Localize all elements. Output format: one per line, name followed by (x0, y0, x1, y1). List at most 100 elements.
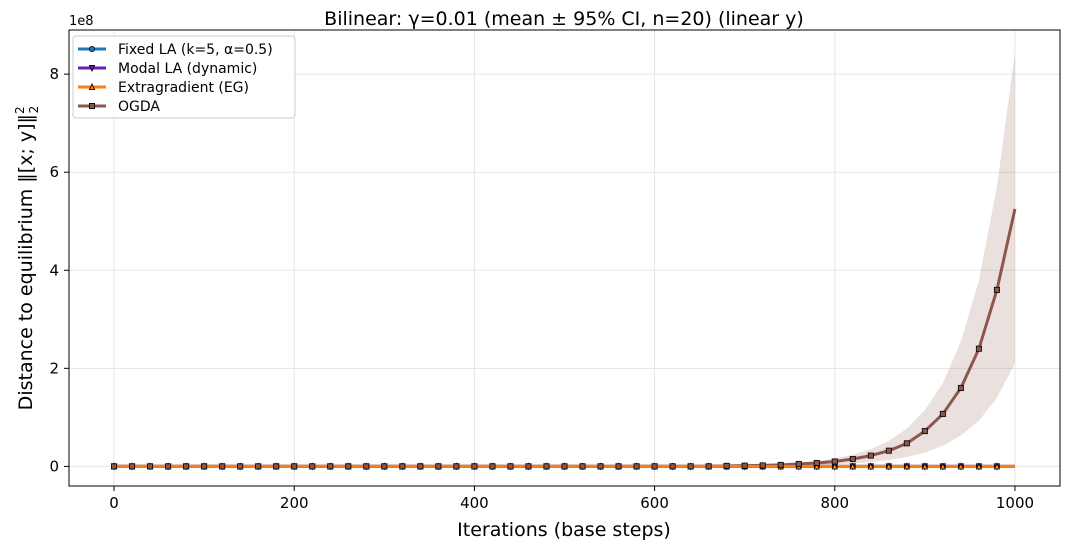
data-point-ogda (975, 345, 982, 352)
legend-marker (88, 65, 96, 73)
data-point-ogda (795, 460, 802, 467)
data-point-ogda (939, 410, 946, 417)
legend-items: Fixed LA (k=5, α=0.5) Modal LA (dynamic) E… (78, 42, 273, 115)
legend-item-fixed-la-k-5-0-5: Fixed LA (k=5, α=0.5) (78, 42, 273, 58)
data-point-ogda (417, 463, 424, 470)
data-point-ogda (993, 286, 1000, 293)
y-axis-label: Distance to equilibrium ‖[x; y]‖22 (13, 106, 41, 411)
data-point-extragradient-eg (957, 462, 965, 470)
legend-marker (89, 46, 96, 53)
data-point-extragradient-eg (993, 462, 1001, 470)
data-point-extragradient-eg (939, 462, 947, 470)
legend-label: Fixed LA (k=5, α=0.5) (118, 42, 273, 58)
data-point-ogda (201, 463, 208, 470)
data-point-ogda (831, 458, 838, 465)
legend-marker (89, 103, 96, 110)
data-point-ogda (669, 463, 676, 470)
data-point-ogda (453, 463, 460, 470)
y-tick-label: 6 (49, 163, 59, 181)
y-axis-label-text: Distance to equilibrium ‖[x; y]‖ (15, 114, 37, 410)
data-point-ogda (561, 463, 568, 470)
x-axis-ticks: 0 200 400 600 800 1000 (109, 486, 1034, 512)
data-point-ogda (471, 463, 478, 470)
x-tick-label: 0 (109, 494, 119, 512)
data-point-ogda (759, 462, 766, 469)
data-point-ogda (237, 463, 244, 470)
legend-item-ogda: OGDA (78, 99, 160, 115)
legend-marker (88, 82, 96, 90)
data-point-extragradient-eg (831, 462, 838, 470)
data-point-ogda (273, 463, 280, 470)
data-point-ogda (291, 463, 298, 470)
data-point-ogda (399, 463, 406, 470)
data-point-ogda (381, 463, 388, 470)
markers-ogda (111, 286, 1000, 470)
data-point-ogda (615, 463, 622, 470)
y-axis-label-superscript: 2 (13, 106, 27, 114)
legend: Fixed LA (k=5, α=0.5) Modal LA (dynamic) E… (72, 35, 296, 119)
y-tick-label: 8 (49, 65, 59, 83)
data-point-ogda (489, 463, 496, 470)
data-point-ogda (525, 463, 532, 470)
data-point-extragradient-eg (975, 462, 983, 470)
data-point-ogda (867, 452, 874, 459)
data-point-ogda (255, 463, 262, 470)
legend-item-extragradient-eg: Extragradient (EG) (78, 80, 249, 96)
data-point-ogda (165, 463, 172, 470)
data-point-extragradient-eg (867, 462, 875, 470)
data-point-ogda (813, 459, 820, 466)
data-point-ogda (741, 462, 748, 469)
data-point-ogda (903, 440, 910, 447)
legend-label: Extragradient (EG) (118, 80, 249, 96)
ci-band-ogda (114, 52, 1015, 467)
y-offset-label: 1e8 (69, 14, 94, 29)
data-point-ogda (345, 463, 352, 470)
chart-title: Bilinear: γ=0.01 (mean ± 95% CI, n=20) (… (324, 8, 804, 30)
data-point-ogda (183, 463, 190, 470)
data-point-ogda (849, 456, 856, 463)
data-point-ogda (219, 463, 226, 470)
legend-box (72, 35, 296, 119)
y-axis-ticks: 0 2 4 6 8 (49, 65, 69, 475)
x-tick-label: 600 (640, 494, 669, 512)
x-axis-label: Iterations (base steps) (457, 519, 671, 541)
data-point-extragradient-eg (921, 462, 929, 470)
data-point-extragradient-eg (885, 462, 893, 470)
data-point-extragradient-eg (813, 462, 820, 470)
legend-item-modal-la-dynamic: Modal LA (dynamic) (78, 61, 257, 77)
y-tick-label: 4 (49, 261, 59, 279)
data-point-ogda (327, 463, 334, 470)
y-axis-label-subscript: 2 (27, 106, 41, 114)
data-point-ogda (579, 463, 586, 470)
data-point-ogda (507, 463, 514, 470)
x-tick-label: 1000 (996, 494, 1034, 512)
data-point-ogda (111, 463, 118, 470)
plot-frame (68, 29, 1061, 487)
data-point-ogda (309, 463, 316, 470)
x-tick-label: 200 (280, 494, 309, 512)
data-point-ogda (129, 463, 136, 470)
data-point-ogda (543, 463, 550, 470)
data-point-extragradient-eg (849, 462, 857, 470)
data-point-extragradient-eg (903, 462, 911, 470)
legend-label: OGDA (118, 99, 160, 115)
series-markers (110, 286, 1001, 471)
data-point-ogda (687, 463, 694, 470)
data-point-ogda (921, 428, 928, 435)
data-point-ogda (705, 463, 712, 470)
data-point-ogda (651, 463, 658, 470)
y-tick-label: 2 (49, 359, 59, 377)
x-tick-label: 800 (820, 494, 849, 512)
y-tick-label: 0 (49, 457, 59, 475)
y-axis-label-group: Distance to equilibrium ‖[x; y]‖22 (13, 106, 41, 411)
data-point-ogda (363, 463, 370, 470)
data-point-ogda (633, 463, 640, 470)
data-point-ogda (597, 463, 604, 470)
data-point-ogda (723, 462, 730, 469)
ci-bands (114, 52, 1015, 467)
data-point-ogda (435, 463, 442, 470)
data-point-ogda (885, 447, 892, 454)
data-point-ogda (777, 461, 784, 468)
legend-label: Modal LA (dynamic) (118, 61, 257, 77)
